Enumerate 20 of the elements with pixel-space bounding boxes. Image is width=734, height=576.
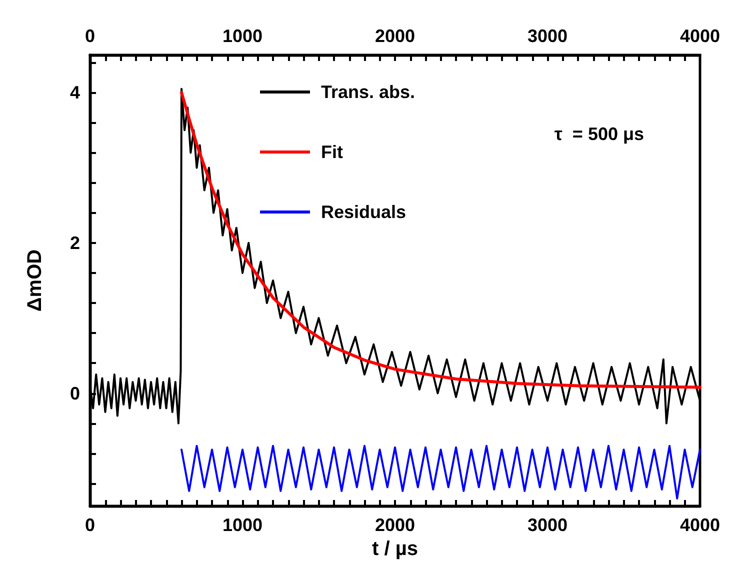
x-tick-label: 2000 (374, 515, 416, 535)
y-tick-label: 0 (70, 383, 80, 404)
x2-tick-label: 1000 (222, 26, 263, 46)
x-axis-title: t / µs (372, 538, 418, 560)
legend-label: Residuals (321, 202, 406, 222)
y-tick-label: 4 (70, 82, 80, 103)
x-tick-label: 1000 (222, 515, 263, 535)
x-tick-label: 4000 (680, 515, 720, 535)
x-tick-label: 0 (84, 515, 96, 535)
y-tick-label: 2 (70, 232, 80, 253)
legend-label: Trans. abs. (321, 82, 416, 102)
x-tick-label: 3000 (527, 515, 568, 535)
x2-tick-label: 4000 (680, 26, 720, 46)
line-series (180, 444, 701, 500)
x2-tick-label: 0 (84, 26, 96, 46)
annotation: τ = 500 μs (554, 124, 644, 144)
legend-label: Fit (321, 142, 343, 162)
x2-tick-label: 3000 (527, 26, 568, 46)
y-axis-title: ΔmOD (24, 249, 46, 312)
x2-tick-label: 2000 (374, 26, 416, 46)
